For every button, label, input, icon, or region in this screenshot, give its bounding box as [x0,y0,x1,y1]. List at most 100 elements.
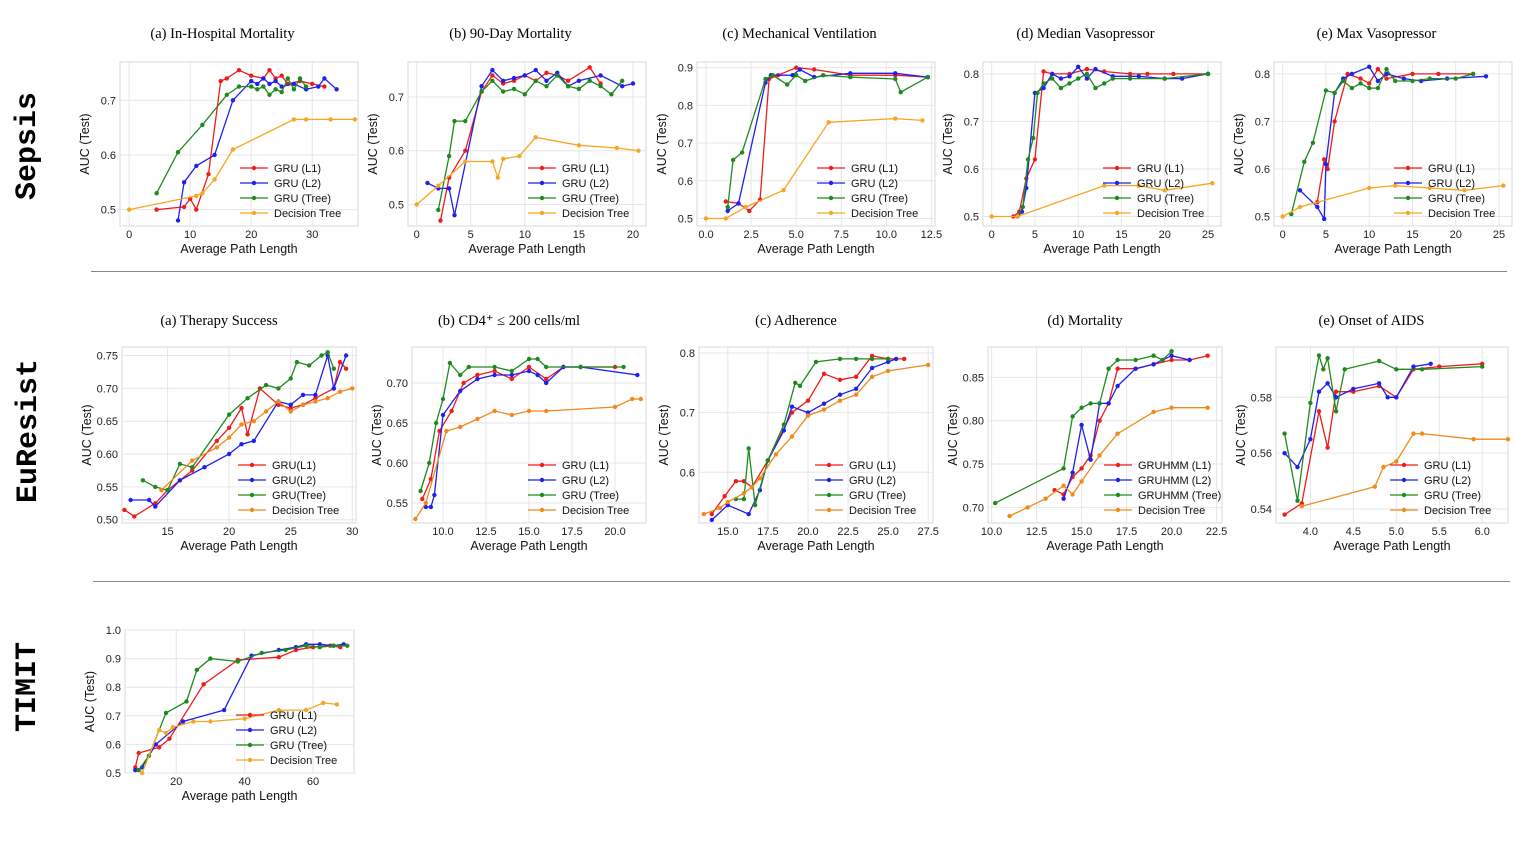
data-point [620,84,625,89]
x-tick-label: 40 [239,776,251,788]
data-point [1302,159,1307,164]
data-point [492,368,497,374]
data-point [140,478,146,483]
legend-item: GRU (L2) [1394,178,1475,190]
legend-label: GRU (Tree) [274,193,331,205]
legend-item: GRU (Tree) [1103,193,1194,205]
series-line [1017,65,1209,217]
y-tick-label: 0.5 [1255,211,1270,223]
data-point [1093,66,1098,72]
data-point [1333,409,1339,414]
row-separator-2 [93,581,1510,582]
legend-swatch-marker [251,165,257,171]
data-point [1136,183,1141,188]
legend-swatch-marker [251,195,257,201]
legend-swatch-marker [249,462,255,468]
data-point [490,73,495,78]
data-point [322,76,327,81]
data-point [893,76,898,82]
data-point [276,399,281,404]
data-point [446,186,452,191]
data-point [313,392,318,398]
y-tick-label: 0.7 [678,138,693,150]
legend: GRU (L1) GRU (L2) GRU (Tree) Decision Tree [1103,163,1204,220]
legend-label: GRU (Tree) [1137,193,1194,205]
data-point [544,70,549,75]
data-point [544,408,549,414]
legend-item: GRUHMM (L2) [1104,475,1211,487]
chart-title: (c) Adherence [755,313,837,329]
x-tick-label: 0.0 [698,229,713,241]
x-tick-label: 5 [468,229,474,241]
legend-label: GRU(L1) [272,460,316,472]
data-point [190,465,195,470]
y-tick-label: 0.8 [678,100,693,112]
data-point [1110,76,1115,81]
legend-swatch-marker [247,712,253,718]
data-point [509,412,514,418]
series-decision-tree [1007,405,1210,519]
series-line [711,358,897,521]
legend-item: GRU (Tree) [1390,490,1481,502]
data-point [770,73,775,78]
legend-swatch-marker [539,492,545,498]
data-point [1136,74,1141,79]
plot-area [124,629,355,774]
y-tick-label: 0.6 [680,467,695,479]
data-point [1367,81,1372,86]
series-gru-tree- [1282,353,1485,503]
data-point [194,207,199,212]
data-point [1115,357,1120,363]
legend-label: GRUHMM (L1) [1138,460,1211,472]
data-point [288,376,293,381]
data-point [432,492,437,498]
legend-item: Decision Tree [238,505,339,517]
data-point [425,180,430,186]
data-point [1084,71,1090,77]
data-point [291,87,297,92]
data-point [475,372,480,378]
legend: GRUHMM (L1) GRUHMM (L2) GRUHMM (Tree) Decis… [1104,460,1221,517]
data-point [614,145,619,151]
legend-label: Decision Tree [1138,505,1205,517]
series-decision-tree [1299,431,1511,509]
data-point [587,65,592,70]
data-point [544,78,549,83]
legend-label: GRU(Tree) [272,490,326,502]
x-tick-label: 10 [184,229,196,241]
x-tick-label: 22.5 [837,526,858,538]
legend-item: GRU(L2) [238,475,316,487]
x-axis-label: Average path Length [182,789,298,803]
data-point [322,84,327,89]
data-point [501,89,506,94]
data-point [208,656,213,661]
chart-title: (e) Max Vasopressor [1316,26,1437,42]
data-point [490,78,495,83]
legend-swatch-marker [539,462,545,468]
series-gru-tree- [725,73,930,210]
row-label-euresist: EuResist [12,358,46,503]
data-point [236,84,242,89]
data-point [1349,71,1355,77]
data-point [463,118,468,124]
data-point [509,376,514,382]
data-point [885,356,891,362]
y-tick-label: 0.8 [1255,69,1270,81]
x-tick-label: 20 [245,229,257,241]
series-gru-tree- [1289,66,1476,217]
data-point [175,150,181,155]
legend-swatch-marker [1405,195,1411,201]
data-point [230,147,236,152]
legend-item: GRU (L1) [240,163,321,175]
data-point [1097,401,1102,406]
y-tick-label: 0.7 [964,116,979,128]
data-point [447,360,453,366]
data-point [1316,389,1322,394]
data-point [288,402,293,407]
legend-item: GRU (L1) [1103,163,1184,175]
data-point [1332,119,1337,124]
data-point [1031,135,1036,141]
x-axis-label: Average Path Length [757,242,874,256]
data-point [128,497,133,503]
